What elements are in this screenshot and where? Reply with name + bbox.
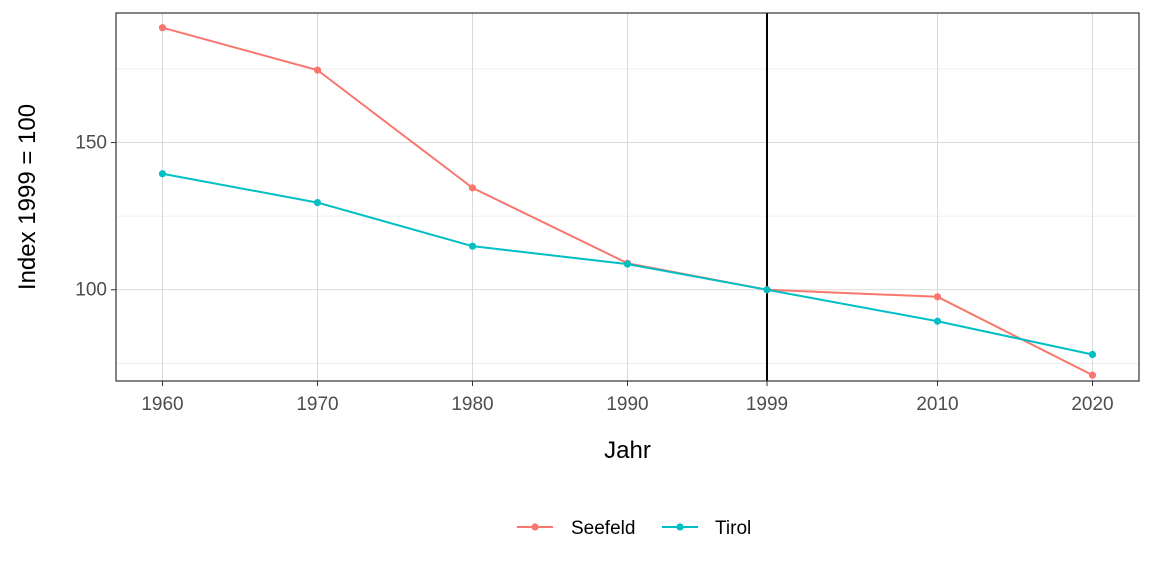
x-axis-title: Jahr xyxy=(604,437,651,464)
legend-key-point xyxy=(676,523,684,531)
data-point-tirol xyxy=(623,260,632,268)
data-point-seefeld xyxy=(313,66,322,74)
data-point-tirol xyxy=(933,317,942,325)
legend-label: Seefeld xyxy=(571,518,635,539)
legend-label: Tirol xyxy=(715,518,751,539)
data-point-seefeld xyxy=(468,184,477,192)
data-point-seefeld xyxy=(158,24,167,32)
data-point-seefeld xyxy=(1088,371,1097,379)
data-point-tirol xyxy=(468,242,477,250)
y-tick-label: 100 xyxy=(75,280,107,301)
axes: 100 150 1960 1970 1980 1990 1999 2010 2020 xyxy=(75,133,1113,415)
x-tick-label: 1999 xyxy=(746,394,788,415)
legend-key-point xyxy=(531,523,539,531)
y-axis-title: Index 1999 = 100 xyxy=(14,104,41,290)
data-point-seefeld xyxy=(933,293,942,301)
x-tick-label: 1970 xyxy=(296,394,338,415)
data-point-tirol xyxy=(158,170,167,178)
x-tick-label: 1980 xyxy=(451,394,493,415)
x-tick-label: 2010 xyxy=(916,394,958,415)
data-point-tirol xyxy=(763,286,771,294)
legend: Seefeld Tirol xyxy=(517,518,751,539)
data-point-tirol xyxy=(313,198,322,207)
x-tick-label: 1960 xyxy=(141,394,183,415)
y-tick-label: 150 xyxy=(75,133,107,154)
x-tick-label: 1990 xyxy=(606,394,648,415)
x-tick-label: 2020 xyxy=(1071,394,1113,415)
series-group xyxy=(158,24,1097,379)
data-point-tirol xyxy=(1088,350,1097,359)
